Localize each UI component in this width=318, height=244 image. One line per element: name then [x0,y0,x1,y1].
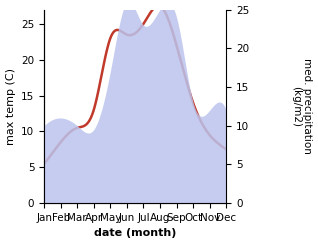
X-axis label: date (month): date (month) [94,228,176,238]
Y-axis label: max temp (C): max temp (C) [5,68,16,145]
Y-axis label: med. precipitation
(kg/m2): med. precipitation (kg/m2) [291,58,313,154]
